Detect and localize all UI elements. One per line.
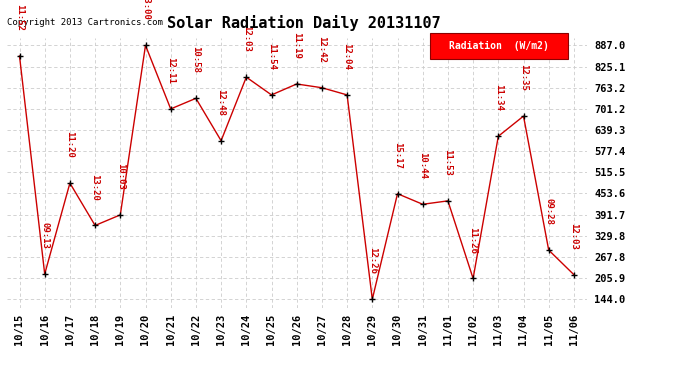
Text: 12:48: 12:48 <box>217 89 226 116</box>
Text: 12:04: 12:04 <box>343 43 352 70</box>
Text: 13:20: 13:20 <box>90 174 99 201</box>
Text: 09:28: 09:28 <box>544 198 553 225</box>
Text: 12:03: 12:03 <box>569 223 578 250</box>
Text: 12:11: 12:11 <box>166 57 175 84</box>
Text: 12:03: 12:03 <box>241 25 250 52</box>
Text: 11:53: 11:53 <box>444 149 453 176</box>
Text: Copyright 2013 Cartronics.com: Copyright 2013 Cartronics.com <box>7 18 163 27</box>
Text: 11:54: 11:54 <box>267 43 276 70</box>
Text: 11:52: 11:52 <box>15 4 24 31</box>
Text: Radiation  (W/m2): Radiation (W/m2) <box>449 41 549 51</box>
Text: 15:17: 15:17 <box>393 142 402 169</box>
Text: Solar Radiation Daily 20131107: Solar Radiation Daily 20131107 <box>167 15 440 31</box>
Text: 11:19: 11:19 <box>292 32 302 59</box>
Text: 11:26: 11:26 <box>469 226 477 254</box>
Text: 10:44: 10:44 <box>418 152 427 179</box>
Text: 10:58: 10:58 <box>191 46 200 74</box>
Text: 12:26: 12:26 <box>368 248 377 274</box>
Text: 09:13: 09:13 <box>40 222 49 249</box>
Text: 11:20: 11:20 <box>66 131 75 158</box>
Text: 13:00: 13:00 <box>141 0 150 20</box>
Text: 10:03: 10:03 <box>116 163 125 190</box>
Text: 12:35: 12:35 <box>519 64 528 91</box>
Text: 11:34: 11:34 <box>494 84 503 111</box>
Text: 12:42: 12:42 <box>317 36 326 63</box>
